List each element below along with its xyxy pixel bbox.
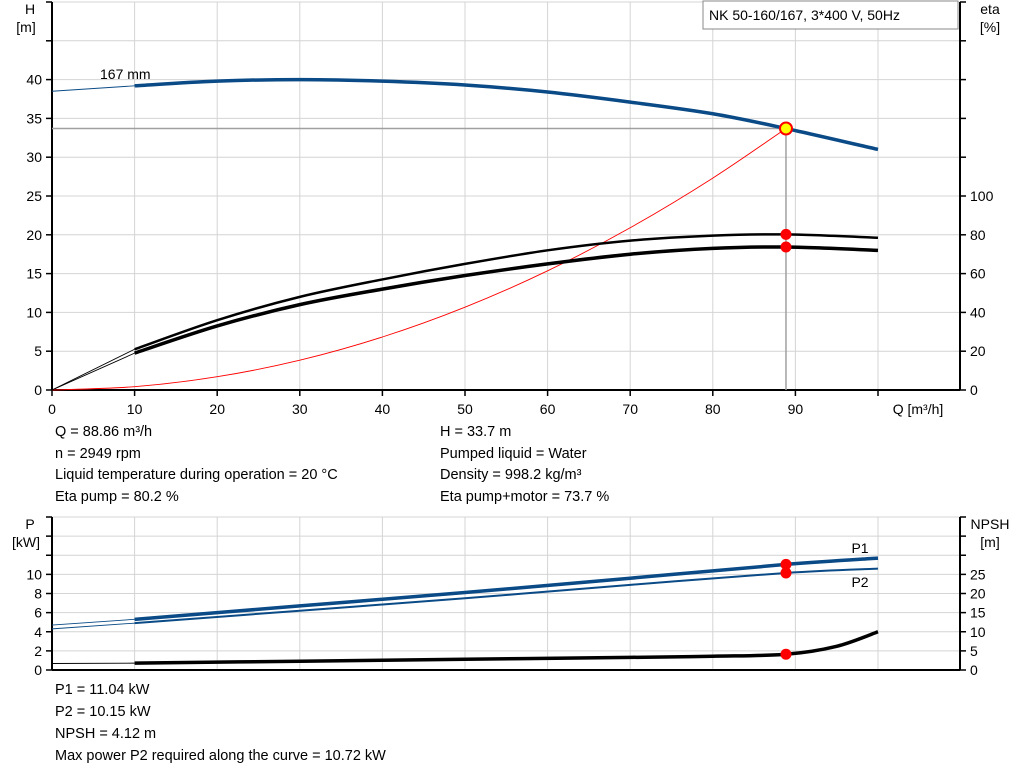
info-p2: P2 = 10.15 kW: [55, 704, 151, 720]
y-tick-label-left: 8: [34, 586, 42, 602]
y-axis-title-left: H: [25, 1, 35, 17]
y-tick-label-left: 30: [26, 149, 42, 165]
eta-pump-point: [780, 228, 792, 240]
x-tick-label: 40: [375, 401, 391, 417]
eta-pump-extension: [51, 348, 135, 391]
title-box: [702, 0, 959, 30]
eta-pump-motor-curve: [134, 245, 879, 355]
info-npsh: NPSH = 4.12 m: [55, 726, 157, 742]
info-p1: P1 = 11.04 kW: [55, 682, 150, 698]
info-max-power: Max power P2 required along the curve = …: [55, 748, 386, 764]
y-axis-unit-right: [m]: [980, 534, 999, 550]
eta-pump-motor-extension: [51, 352, 135, 391]
x-tick-label: 30: [292, 401, 308, 417]
info-temperature: Liquid temperature during operation = 20…: [55, 467, 338, 483]
system-curve: [51, 128, 787, 391]
info-head: H = 33.7 m: [440, 424, 512, 440]
y-tick-label-right: 0: [970, 382, 978, 398]
x-tick-label: 50: [457, 401, 473, 417]
npsh-curve: [134, 630, 879, 665]
y-tick-label-right: 25: [970, 566, 986, 582]
y-axis-title-right: eta: [980, 1, 1000, 17]
p2-label: P2: [851, 574, 868, 590]
x-tick-label: 70: [622, 401, 638, 417]
y-tick-label-right: 10: [970, 624, 986, 640]
y-axis-title-right: NPSH: [971, 516, 1010, 532]
x-tick-label: 0: [48, 401, 56, 417]
y-tick-label-left: 10: [26, 304, 42, 320]
info-density: Density = 998.2 kg/m³: [440, 467, 582, 483]
p1-label: P1: [851, 540, 868, 556]
impeller-diameter-label: 167 mm: [100, 66, 151, 82]
chart-title: NK 50-160/167, 3*400 V, 50Hz: [709, 7, 900, 23]
p2-extension: [51, 622, 135, 630]
head-extension: [51, 85, 135, 92]
y-axis-unit-left: [m]: [16, 19, 35, 35]
info-eta-pump-motor: Eta pump+motor = 73.7 %: [440, 489, 610, 505]
y-axis-title-left: P: [25, 516, 34, 532]
y-tick-label-right: 5: [970, 643, 978, 659]
p1-curve: [134, 556, 879, 622]
y-tick-label-left: 4: [34, 624, 42, 640]
info-q: Q = 88.86 m³/h: [55, 424, 153, 440]
eta-pump-motor-point: [780, 241, 792, 253]
y-tick-label-left: 5: [34, 343, 42, 359]
y-axis-unit-right: [%]: [980, 19, 1000, 35]
y-tick-label-left: 10: [26, 566, 42, 582]
y-tick-label-left: 0: [34, 662, 42, 678]
operating-point: [778, 121, 793, 136]
eta-pump-curve: [134, 233, 879, 351]
y-tick-label-left: 20: [26, 227, 42, 243]
p2-point: [780, 567, 792, 579]
head-curve: [134, 77, 879, 152]
y-tick-label-right: 60: [970, 266, 986, 282]
y-tick-label-left: 40: [26, 72, 42, 88]
x-tick-label: 10: [127, 401, 143, 417]
p1-extension: [51, 618, 135, 626]
y-tick-label-left: 25: [26, 188, 42, 204]
info-liquid: Pumped liquid = Water: [440, 446, 587, 462]
y-tick-label-right: 15: [970, 605, 986, 621]
y-tick-label-right: 100: [970, 188, 994, 204]
info-speed: n = 2949 rpm: [55, 446, 141, 462]
y-axis-unit-left: [kW]: [12, 534, 40, 550]
y-tick-label-right: 20: [970, 343, 986, 359]
y-tick-label-left: 6: [34, 605, 42, 621]
x-tick-label: 90: [788, 401, 804, 417]
x-tick-label: 60: [540, 401, 556, 417]
x-tick-label: 80: [705, 401, 721, 417]
y-tick-label-right: 0: [970, 662, 978, 678]
npsh-point: [780, 648, 792, 660]
y-tick-label-left: 15: [26, 266, 42, 282]
y-tick-label-left: 0: [34, 382, 42, 398]
y-tick-label-right: 40: [970, 304, 986, 320]
x-tick-label: 20: [209, 401, 225, 417]
info-eta-pump: Eta pump = 80.2 %: [55, 489, 179, 505]
x-axis-title: Q [m³/h]: [893, 401, 944, 417]
p2-curve: [134, 567, 879, 625]
y-tick-label-left: 35: [26, 110, 42, 126]
y-tick-label-right: 80: [970, 227, 986, 243]
y-tick-label-left: 2: [34, 643, 42, 659]
y-tick-label-right: 20: [970, 586, 986, 602]
p1-point: [780, 558, 792, 570]
